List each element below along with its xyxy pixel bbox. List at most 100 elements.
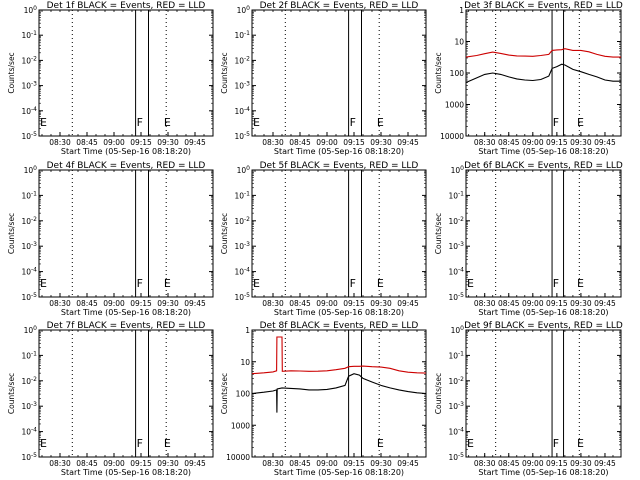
x-tick-label: 08:30 — [474, 459, 496, 468]
y-tick-label: 10-2 — [448, 216, 464, 226]
marker-f: F — [350, 116, 356, 129]
series-events-line — [465, 63, 621, 84]
panel-det-8f: Det 8f BLACK = Events, RED = LLD 08:30 08:… — [220, 321, 427, 477]
x-tick-label: 09:45 — [397, 299, 419, 308]
x-tick-label: 08:45 — [498, 299, 520, 308]
y-axis-label: Counts/sec — [434, 213, 443, 254]
x-axis-label: Start Time (05-Sep-16 08:18:20) — [478, 308, 608, 317]
y-tick-label: 1000 — [445, 101, 464, 110]
y-tick-label: 100 — [24, 325, 38, 335]
y-tick-label: 10-3 — [448, 401, 464, 411]
x-tick-label: 09:30 — [570, 459, 592, 468]
x-tick-label: 09:45 — [397, 138, 419, 147]
y-tick-label: 100 — [237, 165, 251, 175]
x-tick-label: 09:30 — [157, 459, 179, 468]
x-tick-label: 09:30 — [157, 299, 179, 308]
x-tick-label: 09:00 — [103, 299, 125, 308]
x-tick-label: 09:00 — [316, 459, 338, 468]
x-tick-label: 09:45 — [594, 138, 616, 147]
panel-det-7f: Det 7f BLACK = Events, RED = LLD 08:30 08:… — [7, 321, 214, 477]
x-tick-label: 09:00 — [103, 459, 125, 468]
y-tick-label: 10-3 — [448, 241, 464, 251]
x-tick-label: 09:00 — [522, 459, 544, 468]
x-tick-label: 08:45 — [289, 299, 311, 308]
x-tick-label: 09:00 — [316, 299, 338, 308]
y-tick-label: 10-3 — [234, 81, 250, 91]
x-tick-label: 09:45 — [184, 459, 206, 468]
x-tick-label: 08:45 — [498, 459, 520, 468]
y-tick-label: 10-4 — [448, 427, 464, 437]
y-tick-label: 100 — [451, 325, 465, 335]
x-tick-label: 08:30 — [262, 299, 284, 308]
y-tick-label: 10-1 — [21, 190, 37, 200]
panel-title: Det 7f BLACK = Events, RED = LLD — [47, 321, 206, 331]
x-tick-label: 08:45 — [289, 459, 311, 468]
panel-det-1f: Det 1f BLACK = Events, RED = LLD 08:30 08:… — [7, 1, 214, 156]
x-tick-label: 08:30 — [474, 138, 496, 147]
y-tick-label: 10-2 — [21, 376, 37, 386]
plot-frame — [38, 9, 214, 137]
y-tick-label: 10-4 — [21, 267, 37, 277]
marker-e: E — [577, 437, 584, 450]
y-axis-label: Counts/sec — [434, 52, 443, 93]
panel-title: Det 3f BLACK = Events, RED = LLD — [464, 1, 623, 11]
y-tick-label: 10-1 — [21, 30, 37, 40]
y-tick-label: 1 — [459, 6, 464, 15]
x-tick-label: 09:30 — [370, 459, 392, 468]
y-tick-label: 10 — [454, 38, 464, 47]
marker-f: F — [137, 116, 143, 129]
x-tick-label: 09:15 — [546, 459, 568, 468]
y-tick-label: 100 — [237, 5, 251, 15]
y-tick-label: 10 — [240, 358, 250, 367]
x-tick-label: 09:30 — [370, 299, 392, 308]
y-tick-label: 10000 — [226, 453, 250, 462]
marker-e: E — [164, 277, 171, 290]
panel-det-5f: Det 5f BLACK = Events, RED = LLD 08:30 08:… — [220, 161, 427, 317]
x-tick-label: 08:45 — [76, 299, 98, 308]
x-tick-label: 09:45 — [184, 138, 206, 147]
series-lld-line — [465, 48, 621, 58]
marker-e: E — [467, 277, 474, 290]
x-tick-label: 09:30 — [570, 138, 592, 147]
x-tick-label: 09:15 — [343, 138, 365, 147]
x-tick-label: 08:45 — [289, 138, 311, 147]
marker-e: E — [253, 116, 260, 129]
y-tick-label: 10-3 — [21, 81, 37, 91]
x-tick-label: 09:45 — [594, 459, 616, 468]
y-tick-label: 10-1 — [448, 190, 464, 200]
x-tick-label: 09:30 — [157, 138, 179, 147]
x-tick-label: 08:30 — [262, 459, 284, 468]
x-tick-label: 08:30 — [474, 299, 496, 308]
x-tick-label: 09:15 — [546, 299, 568, 308]
panel-det-3f: Det 3f BLACK = Events, RED = LLD 08:30 08:… — [434, 1, 623, 156]
x-axis-label: Start Time (05-Sep-16 08:18:20) — [274, 147, 404, 156]
marker-e: E — [40, 277, 47, 290]
x-axis-label: Start Time (05-Sep-16 08:18:20) — [478, 468, 608, 477]
x-axis-label: Start Time (05-Sep-16 08:18:20) — [274, 468, 404, 477]
marker-e: E — [377, 437, 384, 450]
y-tick-label: 10-2 — [234, 55, 250, 65]
panel-title: Det 4f BLACK = Events, RED = LLD — [47, 161, 206, 171]
y-tick-label: 10000 — [440, 132, 464, 141]
y-tick-label: 10-1 — [234, 190, 250, 200]
y-tick-label: 10-2 — [21, 216, 37, 226]
plot-frame — [38, 169, 214, 298]
y-axis-label: Counts/sec — [220, 213, 229, 254]
plot-frame — [251, 329, 427, 458]
y-tick-label: 10-5 — [21, 131, 37, 141]
y-tick-label: 10-5 — [21, 292, 37, 302]
x-tick-label: 08:45 — [76, 138, 98, 147]
series-events-line — [251, 373, 427, 413]
marker-e: E — [577, 277, 584, 290]
plot-frame — [251, 9, 427, 137]
y-tick-label: 10-5 — [234, 292, 250, 302]
plot-frame — [465, 329, 622, 458]
y-tick-label: 10-2 — [21, 55, 37, 65]
x-axis-label: Start Time (05-Sep-16 08:18:20) — [61, 468, 191, 477]
y-axis-label: Counts/sec — [220, 52, 229, 93]
x-tick-label: 09:15 — [130, 459, 152, 468]
x-tick-label: 08:30 — [49, 459, 71, 468]
y-tick-label: 100 — [24, 165, 38, 175]
x-tick-label: 09:15 — [343, 459, 365, 468]
